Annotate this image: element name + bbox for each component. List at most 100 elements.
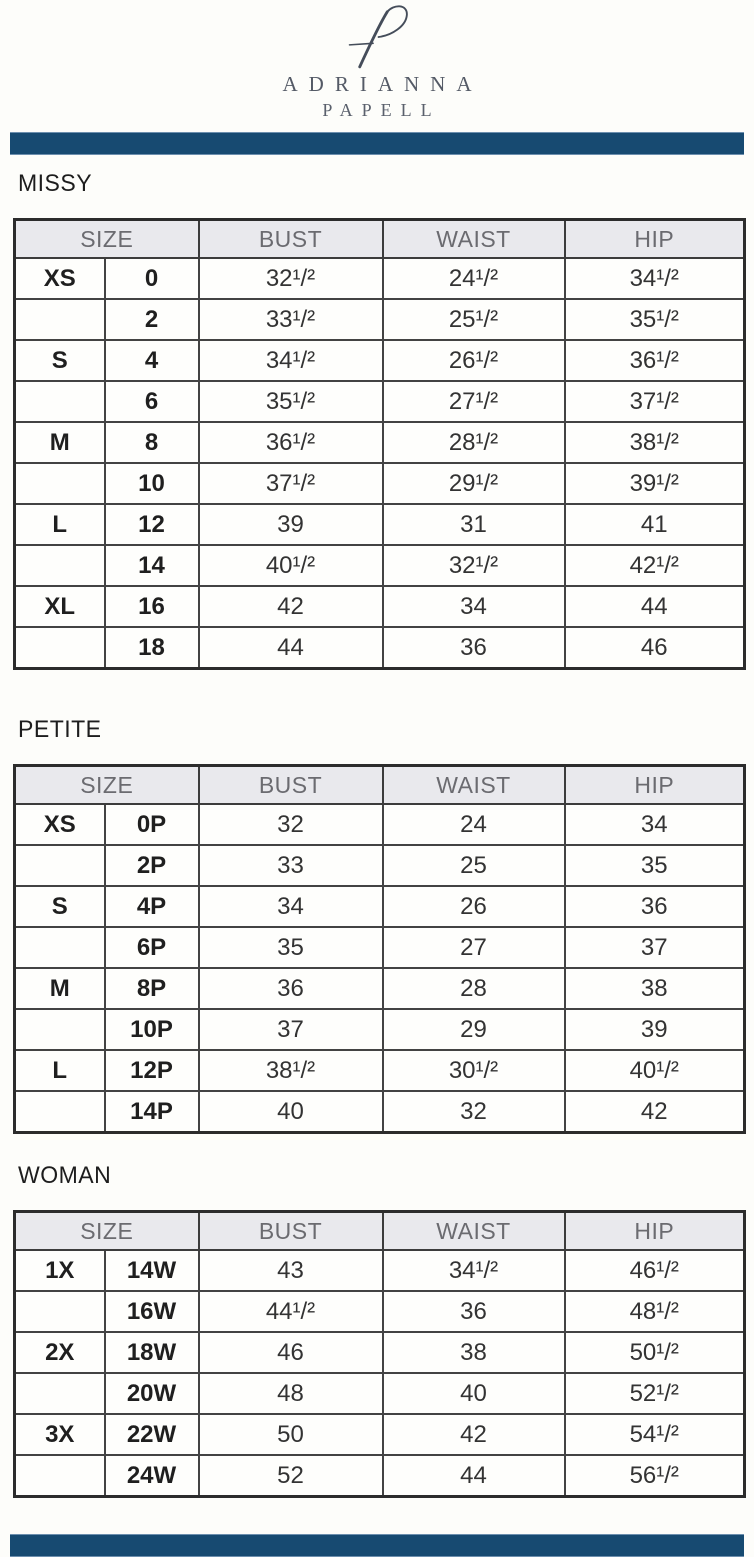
size-number-cell: 18 — [103, 626, 200, 670]
size-letter-cell — [13, 544, 106, 587]
table-row: S 4 34¹/² 26¹/² 36¹/² — [13, 339, 746, 382]
woman-size-table: SIZE BUST WAIST HIP 1X 14W 43 34¹/² 46¹/² 16W 44¹/… — [13, 1210, 746, 1498]
bust-cell: 37¹/² — [197, 462, 384, 505]
hip-cell: 52¹/² — [563, 1372, 746, 1415]
bust-cell: 43 — [197, 1249, 384, 1292]
size-letter-cell: M — [13, 421, 106, 464]
size-letter-cell: XS — [13, 803, 106, 846]
brand-name-line2: PAPELL — [322, 100, 441, 120]
waist-cell: 40 — [381, 1372, 566, 1415]
table-row: L 12P 38¹/² 30¹/² 40¹/² — [13, 1049, 746, 1092]
column-header-bust: BUST — [197, 218, 384, 259]
table-row: 16W 44¹/² 36 48¹/² — [13, 1290, 746, 1333]
waist-cell: 30¹/² — [381, 1049, 566, 1092]
size-number-cell: 14W — [103, 1249, 200, 1292]
hip-cell: 38¹/² — [563, 421, 746, 464]
table-row: XS 0 32¹/² 24¹/² 34¹/² — [13, 257, 746, 300]
table-header-row: SIZE BUST WAIST HIP — [13, 218, 746, 259]
brand-name-line1: ADRIANNA — [282, 72, 483, 96]
bust-cell: 37 — [197, 1008, 384, 1051]
hip-cell: 50¹/² — [563, 1331, 746, 1374]
hip-cell: 37 — [563, 926, 746, 969]
waist-cell: 32 — [381, 1090, 566, 1134]
size-letter-cell — [13, 926, 106, 969]
bust-cell: 44 — [197, 626, 384, 670]
brand-logo: ADRIANNA PAPELL — [0, 0, 754, 125]
table-row: M 8P 36 28 38 — [13, 967, 746, 1010]
hip-cell: 40¹/² — [563, 1049, 746, 1092]
section-label-woman: WOMAN — [18, 1162, 112, 1189]
waist-cell: 28¹/² — [381, 421, 566, 464]
bust-cell: 35¹/² — [197, 380, 384, 423]
size-letter-cell — [13, 1372, 106, 1415]
section-label-petite: PETITE — [18, 716, 102, 743]
column-header-bust: BUST — [197, 764, 384, 805]
waist-cell: 24¹/² — [381, 257, 566, 300]
waist-cell: 25 — [381, 844, 566, 887]
size-letter-cell: 2X — [13, 1331, 106, 1374]
hip-cell: 56¹/² — [563, 1454, 746, 1498]
size-letter-cell: L — [13, 503, 106, 546]
hip-cell: 38 — [563, 967, 746, 1010]
waist-cell: 24 — [381, 803, 566, 846]
size-number-cell: 10P — [103, 1008, 200, 1051]
waist-cell: 29¹/² — [381, 462, 566, 505]
bust-cell: 40¹/² — [197, 544, 384, 587]
bust-cell: 52 — [197, 1454, 384, 1498]
waist-cell: 26 — [381, 885, 566, 928]
size-letter-cell — [13, 1008, 106, 1051]
hip-cell: 46 — [563, 626, 746, 670]
table-row: 14P 40 32 42 — [13, 1090, 746, 1134]
table-header-row: SIZE BUST WAIST HIP — [13, 764, 746, 805]
size-letter-cell — [13, 298, 106, 341]
bust-cell: 39 — [197, 503, 384, 546]
column-header-size: SIZE — [13, 1210, 200, 1251]
bust-cell: 48 — [197, 1372, 384, 1415]
bust-cell: 32 — [197, 803, 384, 846]
hip-cell: 39¹/² — [563, 462, 746, 505]
section-missy: MISSY SIZE BUST WAIST HIP XS 0 32¹/² 24¹/² 34¹/²… — [0, 170, 754, 670]
bust-cell: 35 — [197, 926, 384, 969]
hip-cell: 41 — [563, 503, 746, 546]
table-row: 1X 14W 43 34¹/² 46¹/² — [13, 1249, 746, 1292]
top-divider-bar — [10, 132, 744, 155]
table-header-row: SIZE BUST WAIST HIP — [13, 1210, 746, 1251]
size-letter-cell — [13, 626, 106, 670]
size-number-cell: 8P — [103, 967, 200, 1010]
table-row: 2X 18W 46 38 50¹/² — [13, 1331, 746, 1374]
waist-cell: 44 — [381, 1454, 566, 1498]
bottom-divider-bar — [10, 1534, 744, 1557]
table-row: L 12 39 31 41 — [13, 503, 746, 546]
size-number-cell: 8 — [103, 421, 200, 464]
size-number-cell: 6P — [103, 926, 200, 969]
size-number-cell: 10 — [103, 462, 200, 505]
size-number-cell: 20W — [103, 1372, 200, 1415]
bust-cell: 46 — [197, 1331, 384, 1374]
column-header-hip: HIP — [563, 1210, 746, 1251]
hip-cell: 42 — [563, 1090, 746, 1134]
size-letter-cell: 3X — [13, 1413, 106, 1456]
petite-size-table: SIZE BUST WAIST HIP XS 0P 32 24 34 2P 33 25 35 S 4P 34 2… — [13, 764, 746, 1134]
waist-cell: 27 — [381, 926, 566, 969]
missy-size-table: SIZE BUST WAIST HIP XS 0 32¹/² 24¹/² 34¹/² 2 33¹/²… — [13, 218, 746, 670]
size-letter-cell: S — [13, 339, 106, 382]
table-row: 10P 37 29 39 — [13, 1008, 746, 1051]
size-number-cell: 2P — [103, 844, 200, 887]
hip-cell: 44 — [563, 585, 746, 628]
size-number-cell: 18W — [103, 1331, 200, 1374]
size-letter-cell: L — [13, 1049, 106, 1092]
table-row: 10 37¹/² 29¹/² 39¹/² — [13, 462, 746, 505]
hip-cell: 54¹/² — [563, 1413, 746, 1456]
size-letter-cell: 1X — [13, 1249, 106, 1292]
bust-cell: 33 — [197, 844, 384, 887]
bust-cell: 34 — [197, 885, 384, 928]
section-petite: PETITE SIZE BUST WAIST HIP XS 0P 32 24 34 2P 33 25 3… — [0, 716, 754, 1134]
column-header-size: SIZE — [13, 218, 200, 259]
size-number-cell: 16W — [103, 1290, 200, 1333]
column-header-size: SIZE — [13, 764, 200, 805]
brand-monogram-icon — [348, 5, 408, 69]
size-letter-cell — [13, 844, 106, 887]
hip-cell: 48¹/² — [563, 1290, 746, 1333]
size-letter-cell — [13, 1454, 106, 1498]
waist-cell: 29 — [381, 1008, 566, 1051]
